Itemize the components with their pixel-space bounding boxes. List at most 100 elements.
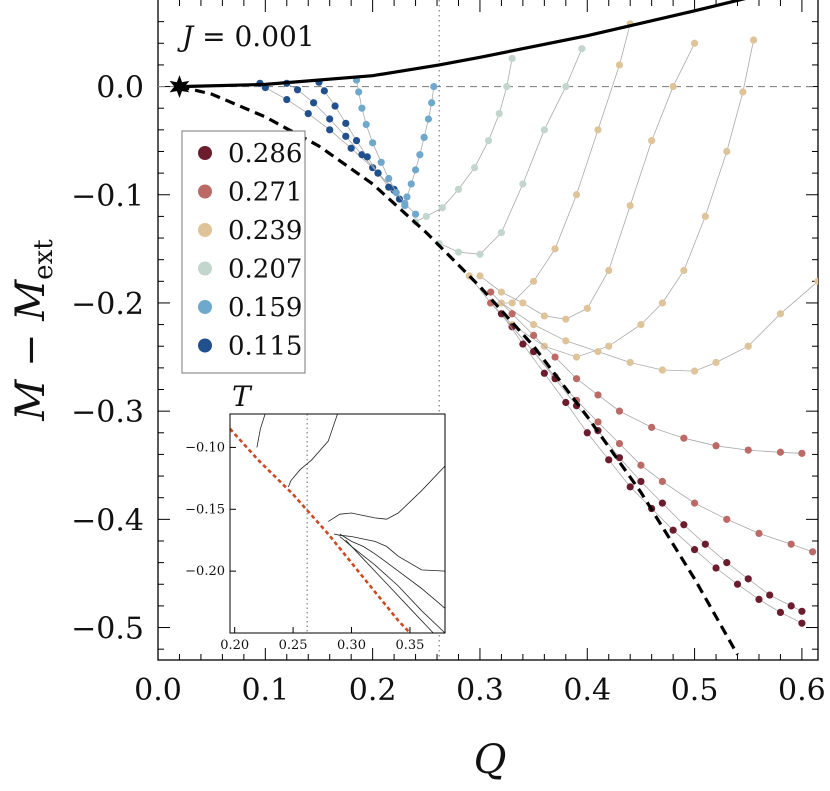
series-point xyxy=(497,229,506,237)
series-point xyxy=(615,61,624,69)
main-plot-frame xyxy=(157,0,819,661)
series-point xyxy=(470,164,479,172)
series-point xyxy=(690,499,699,507)
series-point xyxy=(701,212,709,220)
series-point xyxy=(690,546,699,554)
series-point xyxy=(755,529,763,538)
series-point xyxy=(594,348,602,356)
series-point xyxy=(519,180,527,188)
series-point xyxy=(363,153,371,161)
series-point xyxy=(798,449,806,457)
legend-label: 0.271 xyxy=(228,178,302,208)
y-tick-label: −0.5 xyxy=(71,612,144,647)
series-point xyxy=(454,185,463,193)
series-point xyxy=(352,137,361,145)
series-point xyxy=(422,212,430,220)
series-point xyxy=(712,358,720,367)
inset-frame xyxy=(229,413,446,634)
inset-curve xyxy=(327,465,445,522)
series-point xyxy=(637,461,645,469)
inset-curves xyxy=(230,414,445,633)
inset-reference-curve xyxy=(230,427,412,633)
inset-curve xyxy=(333,533,445,572)
y-tick-label: 0.0 xyxy=(96,71,144,106)
series-point xyxy=(572,375,581,383)
series-point xyxy=(605,456,613,464)
legend-swatch xyxy=(198,223,212,237)
inset-x-tick-label: 0.25 xyxy=(279,638,308,653)
series-line xyxy=(490,39,754,358)
series-point xyxy=(508,54,516,63)
legend-swatch xyxy=(198,261,212,276)
series-point xyxy=(551,245,559,253)
series-point xyxy=(358,104,366,112)
upper-branch-curve xyxy=(179,0,746,89)
series-point xyxy=(744,446,752,454)
series-point xyxy=(669,526,677,534)
series-point xyxy=(572,353,581,361)
series-point xyxy=(680,266,688,275)
series-point xyxy=(428,99,436,107)
series-point xyxy=(733,580,742,588)
series-point xyxy=(484,137,493,145)
x-tick-label: 0.0 xyxy=(134,673,182,708)
inset-y-tick-label: −0.20 xyxy=(185,564,225,579)
series-point xyxy=(476,250,484,258)
series-point xyxy=(755,595,763,604)
series-point xyxy=(605,342,613,350)
inset-x-tick-label: 0.20 xyxy=(220,638,249,653)
extremal-point-star-icon xyxy=(169,75,190,99)
series-point xyxy=(739,88,747,96)
legend-box xyxy=(181,130,306,374)
series-point xyxy=(605,266,613,275)
series-point xyxy=(776,310,785,318)
series-point xyxy=(648,137,656,145)
series-point xyxy=(362,120,370,129)
branch-curves xyxy=(179,0,746,656)
series-point xyxy=(712,442,720,450)
series-point xyxy=(401,201,409,210)
series-point xyxy=(377,158,385,166)
series-point xyxy=(530,320,538,329)
y-tick-label: −0.4 xyxy=(71,503,144,538)
series-point xyxy=(403,193,411,201)
series-point xyxy=(594,418,602,426)
series-point xyxy=(798,607,806,615)
main-tick-labels: 0.0 0.1 0.2 0.3 0.4 0.5 0.6 0.0 −0.1 −0.2 −0.3 −0.4… xyxy=(71,71,826,708)
series-point xyxy=(750,36,758,44)
series-point xyxy=(680,434,688,442)
series-point xyxy=(530,277,538,285)
x-tick-label: 0.2 xyxy=(349,673,397,708)
series-point xyxy=(424,115,433,123)
series-point xyxy=(420,133,428,142)
series-point xyxy=(508,310,516,318)
series-point xyxy=(594,126,602,134)
inset-y-tick-label: −0.10 xyxy=(185,440,225,455)
series-line xyxy=(259,82,395,190)
series-point xyxy=(430,82,438,91)
series-point xyxy=(723,147,731,156)
coupling-annotation-value: = 0.001 xyxy=(193,20,314,53)
series-point xyxy=(495,110,503,118)
series-point xyxy=(540,369,548,377)
y-tick-label: −0.2 xyxy=(71,287,144,322)
inset-background xyxy=(230,414,445,633)
legend-label: 0.115 xyxy=(228,332,302,362)
y-tick-label: −0.3 xyxy=(71,395,144,430)
legend-title: T xyxy=(232,380,253,413)
legend-swatch xyxy=(198,146,212,160)
legend-entries: 0.286 0.271 0.239 0.207 0.159 0.115 xyxy=(198,139,302,362)
series-point xyxy=(669,82,677,91)
series-point xyxy=(374,169,382,177)
series-point xyxy=(572,191,581,199)
main-ticks xyxy=(157,0,818,660)
series-point xyxy=(744,575,752,583)
series-point xyxy=(342,132,350,140)
series-point xyxy=(723,515,731,523)
series-point xyxy=(293,86,302,94)
series-point xyxy=(540,126,548,134)
series-point xyxy=(562,315,570,323)
series-point xyxy=(658,366,666,374)
x-tick-label: 0.4 xyxy=(563,673,611,708)
series-line xyxy=(439,48,583,255)
